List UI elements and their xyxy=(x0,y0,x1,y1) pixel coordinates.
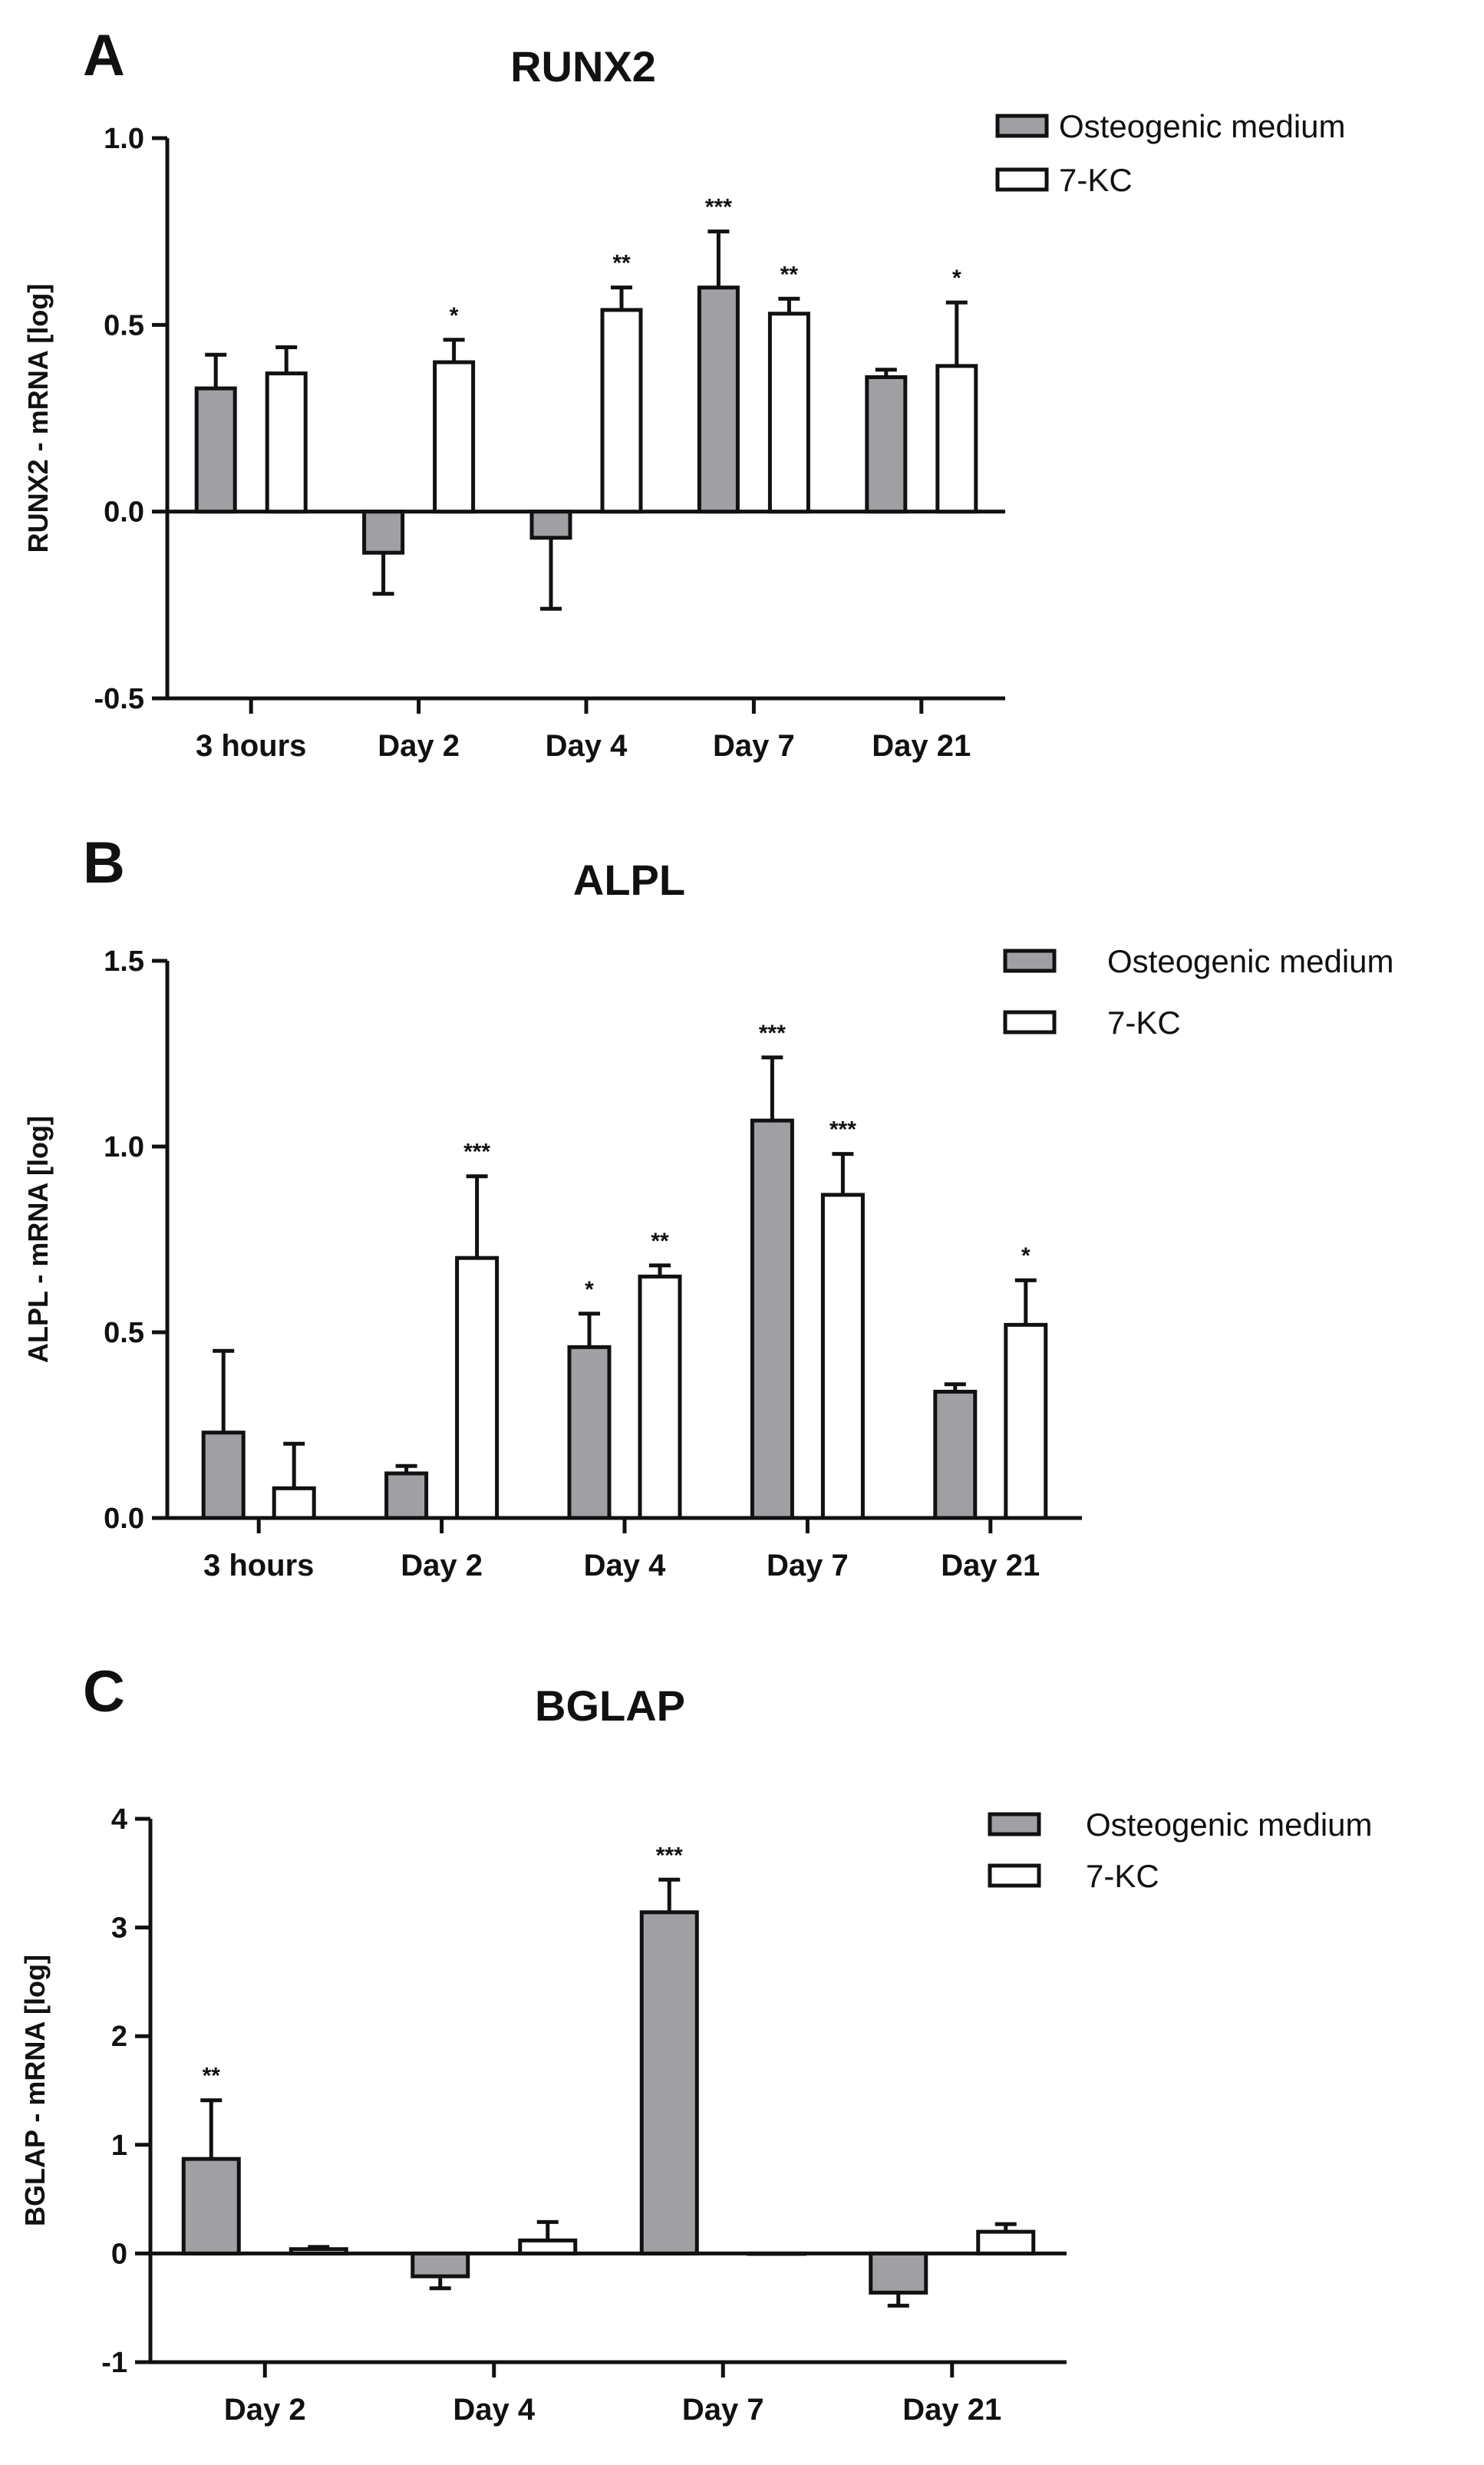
panel-a-bar-osteogenic xyxy=(865,375,908,514)
panel-a-ytick-label: 0.5 xyxy=(104,309,144,342)
panel-b-xtick-label: Day 2 xyxy=(401,1549,483,1582)
panel-a-ytick-label: -0.5 xyxy=(94,683,144,715)
panel-b-significance: *** xyxy=(463,1140,490,1165)
panel-a-significance: ** xyxy=(780,262,799,287)
panel-a-bar-osteogenic xyxy=(697,285,740,514)
panel-b-xtick-label: 3 hours xyxy=(203,1549,314,1582)
panel-a-significance: * xyxy=(952,266,961,291)
panel-c-ytick-label: 2 xyxy=(111,2021,127,2053)
panel-a-significance: ** xyxy=(612,251,631,276)
panel-b-legend-swatch-7kc xyxy=(1003,1010,1057,1035)
panel-b-significance: * xyxy=(1021,1243,1031,1269)
panel-c-legend-swatch-7kc xyxy=(988,1863,1041,1888)
panel-b-xtick-label: Day 4 xyxy=(584,1549,666,1582)
panel-a-xtick-label: 3 hours xyxy=(196,729,306,763)
panel-b-legend-swatch-osteogenic xyxy=(1003,949,1057,973)
panel-a-legend-swatch-osteogenic xyxy=(995,114,1049,138)
panel-c-ytick-label: 3 xyxy=(111,1912,127,1945)
panel-b-bar-osteogenic xyxy=(933,1389,978,1520)
panel-c-significance: *** xyxy=(656,1843,683,1868)
panel-a-letter: A xyxy=(83,23,125,88)
panel-b-bar-osteogenic xyxy=(201,1430,246,1520)
panel-c-xtick-label: Day 2 xyxy=(224,2393,306,2427)
panel-a-bar-7kc xyxy=(600,308,643,514)
panel-b-bar-osteogenic xyxy=(384,1471,429,1520)
panel-b-bar-osteogenic xyxy=(750,1118,794,1520)
panel-c-bar-osteogenic xyxy=(869,2251,928,2295)
panel-c-xtick-label: Day 21 xyxy=(902,2393,1001,2427)
panel-b-bar-7kc xyxy=(455,1256,500,1520)
panel-b-ytick-label: 0.5 xyxy=(104,1317,144,1349)
panel-b-significance: *** xyxy=(829,1117,856,1143)
panel-a-title: RUNX2 xyxy=(510,42,656,91)
panel-a-bar-osteogenic xyxy=(362,510,405,555)
panel-c-legend-label-osteogenic: Osteogenic medium xyxy=(1086,1807,1373,1843)
panel-a-significance: * xyxy=(450,303,459,328)
panel-b: B ALPL ALPL - mRNA [log] 0.0 0.5 1.0 1.5 3 hour… xyxy=(22,830,1394,1582)
panel-b-bar-7kc xyxy=(272,1486,316,1520)
panel-b-bar-osteogenic xyxy=(567,1345,612,1520)
panel-c-letter: C xyxy=(83,1659,125,1724)
panel-c-xtick-label: Day 7 xyxy=(682,2393,764,2427)
panel-a-ytick-label: 1.0 xyxy=(104,123,144,155)
panel-c-bar-osteogenic xyxy=(411,2251,470,2279)
panel-c-ylabel: BGLAP - mRNA [log] xyxy=(19,1955,51,2226)
panel-c-ytick-label: 1 xyxy=(111,2130,127,2162)
panel-c-ytick-label: -1 xyxy=(101,2347,127,2379)
panel-a-bar-7kc xyxy=(767,312,810,514)
panel-a: A RUNX2 RUNX2 - mRNA [log] -0.5 0.0 0.5 1.0 3 h… xyxy=(22,23,1346,763)
panel-a-legend-swatch-7kc xyxy=(995,167,1049,192)
panel-a-legend-label-7kc: 7-KC xyxy=(1059,162,1133,198)
panel-a-xtick-label: Day 4 xyxy=(546,729,628,763)
panel-a-xtick-label: Day 21 xyxy=(872,729,971,763)
panel-b-letter: B xyxy=(83,830,125,896)
panel-b-significance: *** xyxy=(759,1021,786,1046)
panel-b-ytick-label: 1.5 xyxy=(104,945,144,978)
panel-b-ytick-label: 0.0 xyxy=(104,1503,144,1535)
panel-a-ytick-label: 0.0 xyxy=(104,497,144,529)
panel-a-significance: *** xyxy=(705,195,732,220)
panel-c-legend-swatch-osteogenic xyxy=(988,1812,1041,1836)
panel-b-xtick-label: Day 21 xyxy=(941,1549,1040,1582)
panel-b-legend-label-7kc: 7-KC xyxy=(1107,1005,1181,1041)
panel-c-significance: ** xyxy=(203,2064,221,2089)
panel-b-title: ALPL xyxy=(573,856,685,904)
panel-c-bar-7kc xyxy=(976,2229,1036,2255)
panel-c-title: BGLAP xyxy=(535,1681,685,1730)
panel-b-bar-7kc xyxy=(1004,1322,1048,1520)
panel-a-bar-osteogenic xyxy=(194,386,237,514)
panel-a-bar-7kc xyxy=(935,364,978,514)
panel-c-legend-label-7kc: 7-KC xyxy=(1086,1858,1159,1894)
panel-c-bar-7kc xyxy=(289,2247,348,2255)
panel-b-ytick-label: 1.0 xyxy=(104,1131,144,1163)
panel-c-bar-7kc xyxy=(518,2238,578,2255)
panel-c-bar-7kc xyxy=(747,2251,806,2256)
panel-b-significance: ** xyxy=(651,1229,669,1254)
panel-c-xtick-label: Day 4 xyxy=(453,2393,535,2427)
panel-b-significance: * xyxy=(585,1277,594,1302)
panel-c-ytick-label: 4 xyxy=(111,1803,127,1836)
panel-a-bar-7kc xyxy=(433,360,476,514)
panel-b-xtick-label: Day 7 xyxy=(767,1549,849,1582)
panel-a-bar-7kc xyxy=(265,371,308,514)
panel-c-bar-osteogenic xyxy=(181,2156,241,2255)
panel-b-bar-7kc xyxy=(638,1274,682,1520)
panel-c-ytick-label: 0 xyxy=(111,2238,127,2270)
panel-a-legend-label-osteogenic: Osteogenic medium xyxy=(1059,108,1346,144)
panel-b-bar-7kc xyxy=(820,1193,865,1520)
panel-b-legend-label-osteogenic: Osteogenic medium xyxy=(1107,943,1394,979)
panel-c-bar-osteogenic xyxy=(639,1910,699,2255)
panel-a-xtick-label: Day 2 xyxy=(378,729,460,763)
panel-c: C BGLAP BGLAP - mRNA [log] -1 0 1 2 3 4 Day 2 ** Da… xyxy=(19,1659,1373,2427)
panel-b-ylabel: ALPL - mRNA [log] xyxy=(22,1116,54,1363)
panel-a-bar-osteogenic xyxy=(529,510,572,540)
panel-a-ylabel: RUNX2 - mRNA [log] xyxy=(22,284,54,553)
panel-a-xtick-label: Day 7 xyxy=(713,729,795,763)
